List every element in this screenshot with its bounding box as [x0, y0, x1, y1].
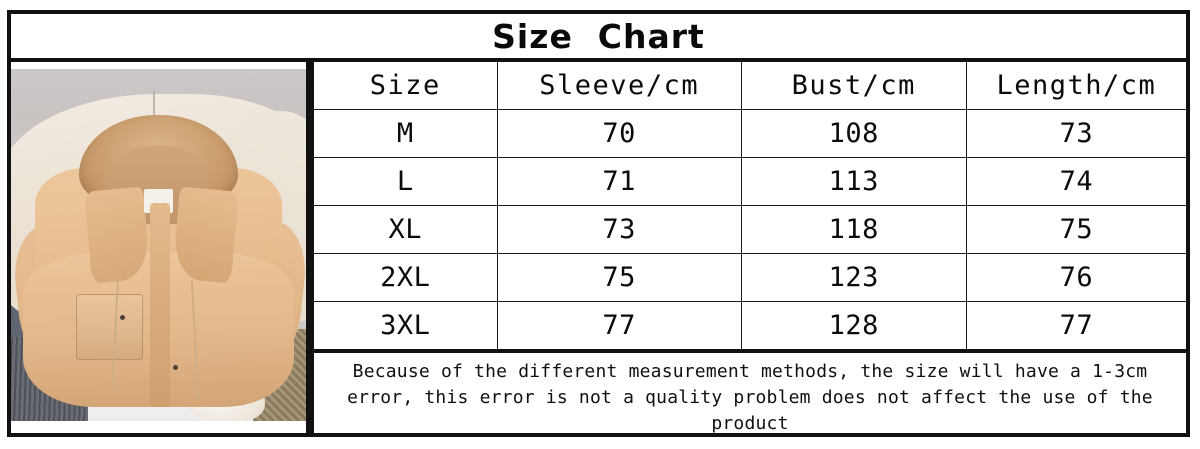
cell-size: 3XL: [314, 301, 498, 352]
disclaimer-row: Because of the different measurement met…: [314, 349, 1186, 445]
column-header-length: Length/cm: [965, 62, 1186, 110]
cell-bust: 113: [740, 157, 967, 206]
cell-bust: 118: [740, 205, 967, 254]
measurement-table: Size Sleeve/cm Bust/cm Length/cm M 70 10…: [314, 62, 1186, 445]
cell-bust: 123: [740, 253, 967, 302]
column-header-bust: Bust/cm: [740, 62, 967, 110]
coat-pocket: [75, 294, 143, 360]
coat-snap-button: [120, 315, 126, 321]
disclaimer-text: Because of the different measurement met…: [347, 360, 1153, 435]
column-header-sleeve: Sleeve/cm: [496, 62, 742, 110]
disclaimer-cell: Because of the different measurement met…: [314, 349, 1186, 445]
coat-hanger: [152, 90, 155, 140]
measurement-table-wrapper: Size Sleeve/cm Bust/cm Length/cm M 70 10…: [310, 58, 1190, 445]
coat-right-lapel: [172, 186, 240, 283]
cell-size: XL: [314, 205, 498, 254]
cell-sleeve: 77: [496, 301, 742, 352]
page-title: Size Chart: [492, 16, 705, 56]
table-row: XL 73 118 75: [314, 205, 1186, 254]
cell-bust: 108: [740, 109, 967, 158]
table-row: 3XL 77 128 77: [314, 301, 1186, 352]
cell-size: M: [314, 109, 498, 158]
product-photo: [11, 69, 306, 421]
table-row: 2XL 75 123 76: [314, 253, 1186, 302]
cell-sleeve: 73: [496, 205, 742, 254]
table-row: L 71 113 74: [314, 157, 1186, 206]
title-band: Size Chart: [7, 10, 1190, 62]
cell-sleeve: 75: [496, 253, 742, 302]
table-header-row: Size Sleeve/cm Bust/cm Length/cm: [314, 62, 1186, 110]
coat-snap-button: [173, 364, 179, 370]
cell-sleeve: 70: [496, 109, 742, 158]
cell-length: 77: [965, 301, 1186, 352]
cell-length: 76: [965, 253, 1186, 302]
cell-size: L: [314, 157, 498, 206]
cell-length: 75: [965, 205, 1186, 254]
product-photo-cell: [7, 58, 310, 437]
cell-length: 73: [965, 109, 1186, 158]
table-row: M 70 108 73: [314, 109, 1186, 158]
coat-front-placket: [149, 202, 171, 407]
cell-sleeve: 71: [496, 157, 742, 206]
cell-bust: 128: [740, 301, 967, 352]
cell-length: 74: [965, 157, 1186, 206]
cell-size: 2XL: [314, 253, 498, 302]
column-header-size: Size: [314, 62, 498, 110]
